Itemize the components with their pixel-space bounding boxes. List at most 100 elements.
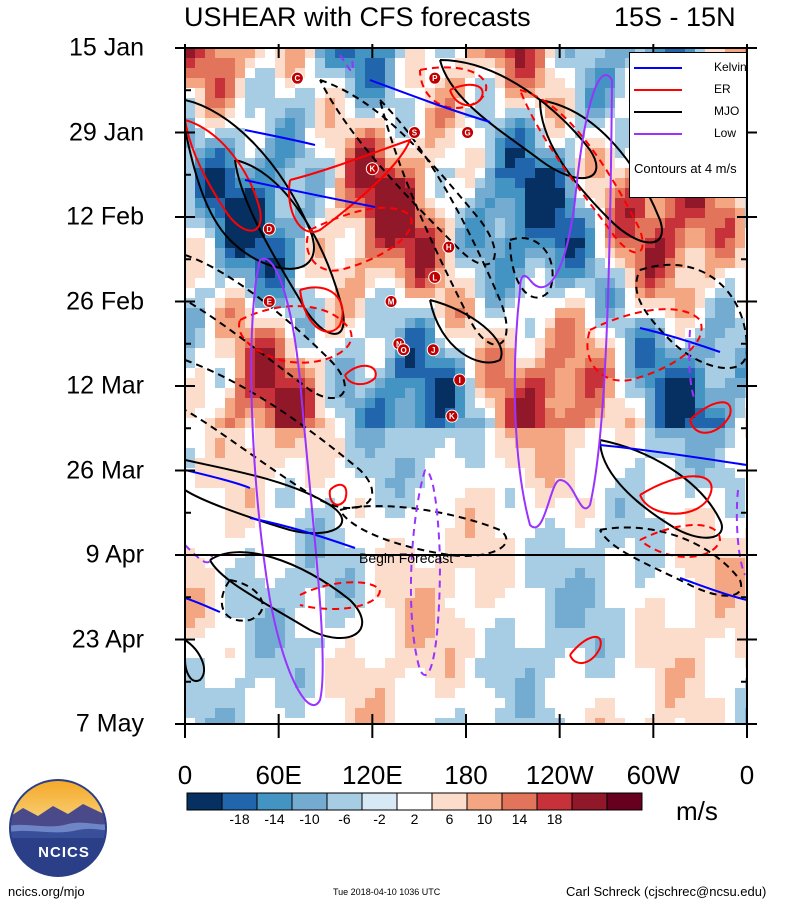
shear-cell bbox=[455, 418, 465, 428]
shear-cell bbox=[445, 518, 455, 528]
shear-cell bbox=[555, 58, 565, 68]
shear-cell bbox=[345, 398, 355, 408]
kelvin-contour bbox=[369, 79, 491, 123]
shear-cell bbox=[205, 678, 215, 688]
shear-cell bbox=[245, 478, 255, 488]
shear-cell bbox=[615, 658, 625, 668]
shear-cell bbox=[395, 48, 405, 58]
shear-cell bbox=[215, 628, 225, 638]
shear-cell bbox=[415, 168, 425, 178]
shear-cell bbox=[665, 368, 675, 378]
contour-lines bbox=[185, 54, 747, 707]
shear-cell bbox=[315, 238, 325, 248]
shear-cell bbox=[495, 158, 505, 168]
shear-cell bbox=[475, 208, 485, 218]
shear-cell bbox=[405, 318, 415, 328]
shear-cell bbox=[365, 378, 375, 388]
shear-cell bbox=[365, 178, 375, 188]
shear-cell bbox=[505, 48, 515, 58]
shear-cell bbox=[425, 248, 435, 258]
shear-cell bbox=[265, 548, 275, 558]
shear-cell bbox=[405, 488, 415, 498]
shear-cell bbox=[255, 438, 265, 448]
shear-cell bbox=[355, 328, 365, 338]
shear-cell bbox=[395, 248, 405, 258]
shear-cell bbox=[395, 608, 405, 618]
shear-cell bbox=[575, 568, 585, 578]
shear-cell bbox=[455, 518, 465, 528]
shear-cell bbox=[545, 218, 555, 228]
shear-cell bbox=[265, 578, 275, 588]
shear-cell bbox=[215, 78, 225, 88]
footer-url[interactable]: ncics.org/mjo bbox=[8, 884, 85, 899]
shear-cell bbox=[575, 308, 585, 318]
shear-cell bbox=[345, 298, 355, 308]
shear-cell bbox=[595, 548, 605, 558]
shear-cell bbox=[225, 348, 235, 358]
shear-cell bbox=[415, 488, 425, 498]
shear-cell bbox=[215, 448, 225, 458]
shear-cell bbox=[535, 458, 545, 468]
shear-cell bbox=[185, 108, 195, 118]
shear-cell bbox=[555, 178, 565, 188]
shear-cell bbox=[515, 658, 525, 668]
shear-cell bbox=[385, 248, 395, 258]
shear-cell bbox=[305, 258, 315, 268]
shear-cell bbox=[575, 88, 585, 98]
shear-cell bbox=[415, 218, 425, 228]
shear-cell bbox=[235, 268, 245, 278]
shear-cell bbox=[245, 698, 255, 708]
shear-cell bbox=[665, 268, 675, 278]
shear-cell bbox=[225, 568, 235, 578]
shear-cell bbox=[335, 88, 345, 98]
shear-cell bbox=[255, 98, 265, 108]
shear-cell bbox=[195, 378, 205, 388]
shear-cell bbox=[605, 638, 615, 648]
shear-cell bbox=[275, 568, 285, 578]
shear-cell bbox=[525, 698, 535, 708]
shear-cell bbox=[625, 328, 635, 338]
shear-cell bbox=[195, 678, 205, 688]
shear-cell bbox=[465, 698, 475, 708]
shear-cell bbox=[545, 308, 555, 318]
shear-cell bbox=[735, 218, 745, 228]
shear-cell bbox=[455, 718, 465, 724]
shear-cell bbox=[245, 558, 255, 568]
shear-cell bbox=[565, 638, 575, 648]
shear-cell bbox=[425, 308, 435, 318]
shear-cell bbox=[315, 338, 325, 348]
shear-cell bbox=[405, 108, 415, 118]
shear-cell bbox=[685, 398, 695, 408]
shear-cell bbox=[625, 408, 635, 418]
mjo-contour bbox=[185, 459, 344, 535]
shear-cell bbox=[735, 428, 745, 438]
shear-cell bbox=[405, 268, 415, 278]
shear-cell bbox=[195, 518, 205, 528]
shear-cell bbox=[375, 398, 385, 408]
shear-cell bbox=[285, 718, 295, 724]
shear-cell bbox=[565, 678, 575, 688]
shear-cell bbox=[185, 68, 195, 78]
shear-cell bbox=[435, 698, 445, 708]
shear-cell bbox=[535, 258, 545, 268]
shear-cell bbox=[465, 368, 475, 378]
shear-cell bbox=[545, 668, 555, 678]
shear-cell bbox=[405, 528, 415, 538]
shear-cell bbox=[585, 68, 595, 78]
y-tick-label: 15 Jan bbox=[68, 33, 144, 62]
shear-cell bbox=[325, 538, 335, 548]
mjo-contour bbox=[185, 359, 374, 509]
shear-cell bbox=[395, 168, 405, 178]
shear-cell bbox=[425, 278, 435, 288]
shear-cell bbox=[535, 548, 545, 558]
shear-cell bbox=[575, 78, 585, 88]
shear-cell bbox=[565, 268, 575, 278]
shear-cell bbox=[445, 108, 455, 118]
shear-cell bbox=[245, 298, 255, 308]
shear-cell bbox=[305, 398, 315, 408]
er-contour bbox=[449, 83, 484, 107]
shear-cell bbox=[385, 548, 395, 558]
shear-cell bbox=[285, 448, 295, 458]
shear-cell bbox=[495, 198, 505, 208]
shear-cell bbox=[215, 558, 225, 568]
